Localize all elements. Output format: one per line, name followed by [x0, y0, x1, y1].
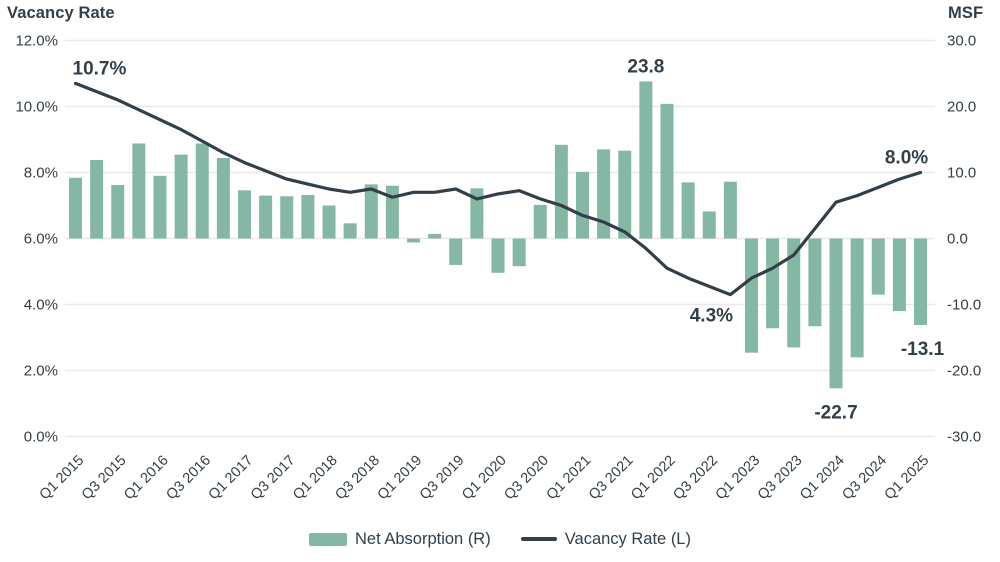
right-axis-tick-label: -30.0 — [947, 429, 981, 446]
net-absorption-bar — [343, 223, 357, 239]
right-axis-title: MSF — [948, 4, 984, 22]
net-absorption-bar — [871, 238, 885, 295]
x-axis-tick-label: Q3 2017 — [248, 453, 299, 504]
net-absorption-bar — [364, 184, 378, 239]
net-absorption-bar — [702, 211, 716, 239]
x-axis-tick-label: Q3 2022 — [670, 453, 721, 504]
net-absorption-bar — [428, 233, 442, 239]
right-axis-tick-label: 0.0 — [947, 231, 968, 248]
left-axis-tick-label: 6.0% — [24, 231, 58, 248]
net-absorption-bar — [723, 181, 737, 239]
net-absorption-bar — [512, 238, 526, 267]
net-absorption-bar — [766, 238, 780, 329]
x-axis-tick-label: Q1 2022 — [628, 453, 679, 504]
right-axis-tick-label: 10.0 — [947, 165, 976, 182]
x-axis-tick-label: Q3 2020 — [501, 453, 552, 504]
net-absorption-bar — [153, 175, 167, 239]
net-absorption-bar — [385, 185, 399, 239]
net-absorption-bar — [301, 194, 315, 239]
net-absorption-bar — [407, 238, 420, 243]
x-axis-tick-label: Q1 2020 — [459, 453, 510, 504]
net-absorption-bar — [829, 238, 843, 389]
right-axis-tick-label: -20.0 — [947, 363, 981, 380]
x-axis-tick-label: Q3 2015 — [79, 453, 130, 504]
right-axis-tick-label: 30.0 — [947, 33, 976, 50]
x-axis-tick-label: Q1 2024 — [797, 453, 848, 504]
net-absorption-bar — [787, 238, 801, 348]
net-absorption-bar — [195, 143, 209, 239]
left-axis-tick-label: 2.0% — [24, 363, 58, 380]
x-axis-tick-label: Q3 2019 — [417, 453, 468, 504]
right-axis-tick-label: 20.0 — [947, 99, 976, 116]
net-absorption-bar — [174, 154, 188, 239]
legend-item-net-absorption: Net Absorption (R) — [309, 530, 491, 549]
net-absorption-bar — [660, 103, 674, 239]
net-absorption-bar — [449, 238, 463, 265]
x-axis-tick-label: Q1 2018 — [290, 453, 341, 504]
annotation-80: 8.0% — [885, 148, 928, 169]
legend-label-vacancy-rate: Vacancy Rate (L) — [564, 529, 691, 548]
x-axis-tick-label: Q1 2023 — [713, 453, 764, 504]
net-absorption-bar — [639, 81, 653, 239]
x-axis-tick-label: Q1 2019 — [375, 453, 426, 504]
net-absorption-bar — [745, 238, 758, 353]
annotation-131: -13.1 — [901, 339, 945, 360]
net-absorption-bar — [111, 185, 125, 239]
net-absorption-bar — [238, 190, 251, 239]
x-axis-tick-label: Q1 2025 — [882, 453, 933, 504]
net-absorption-swatch-icon — [309, 532, 347, 546]
net-absorption-bar — [914, 238, 927, 325]
net-absorption-bar — [576, 171, 589, 239]
net-absorption-bar — [132, 143, 146, 239]
annotation-227: -22.7 — [814, 402, 857, 423]
net-absorption-bar — [69, 177, 82, 239]
net-absorption-bar — [322, 205, 336, 239]
legend: Net Absorption (R) Vacancy Rate (L) — [0, 524, 1000, 554]
net-absorption-bar — [554, 144, 568, 239]
left-axis-title: Vacancy Rate — [7, 4, 115, 22]
net-absorption-bar — [491, 238, 505, 273]
x-axis-tick-label: Q3 2016 — [163, 453, 214, 504]
net-absorption-bar — [216, 157, 230, 239]
x-axis-tick-label: Q1 2017 — [206, 453, 257, 504]
x-axis-tick-label: Q3 2024 — [839, 453, 890, 504]
vacancy-rate-line-icon — [520, 537, 557, 541]
net-absorption-bar — [597, 149, 611, 239]
net-absorption-bar — [280, 196, 294, 239]
left-axis-tick-label: 0.0% — [24, 429, 58, 446]
x-axis-tick-label: Q1 2015 — [37, 453, 88, 504]
vacancy-rate-line — [73, 81, 923, 297]
net-absorption-bar — [850, 238, 864, 358]
legend-label-net-absorption: Net Absorption (R) — [355, 529, 491, 548]
x-axis-tick-label: Q3 2023 — [755, 453, 806, 504]
x-axis-tick-label: Q3 2021 — [586, 453, 637, 504]
net-absorption-bar — [681, 182, 695, 239]
left-axis-tick-label: 12.0% — [15, 33, 58, 50]
x-axis-tick-label: Q1 2016 — [121, 453, 172, 504]
left-axis-tick-label: 4.0% — [24, 297, 58, 314]
x-axis-tick-label: Q1 2021 — [544, 453, 595, 504]
annotation-107: 10.7% — [73, 58, 127, 79]
right-axis-tick-label: -10.0 — [947, 297, 981, 314]
legend-item-vacancy-rate: Vacancy Rate (L) — [520, 529, 691, 549]
left-axis-tick-label: 8.0% — [24, 165, 58, 182]
combo-chart: 12.0% 30.0 10.0% 20.0 8.0% 10.0 6.0% 0.0 4.0% -10… — [15, 33, 981, 504]
net-absorption-bar — [892, 238, 906, 312]
net-absorption-bar — [90, 159, 104, 239]
annotation-238: 23.8 — [627, 56, 664, 77]
left-axis-tick-label: 10.0% — [15, 99, 58, 116]
x-axis-tick-label: Q3 2018 — [332, 453, 383, 504]
net-absorption-bar — [618, 150, 632, 239]
net-absorption-bar — [808, 238, 822, 327]
annotation-43: 4.3% — [690, 306, 733, 327]
net-absorption-bar — [470, 188, 484, 239]
net-absorption-bar — [533, 204, 547, 239]
net-absorption-bar — [259, 195, 273, 239]
